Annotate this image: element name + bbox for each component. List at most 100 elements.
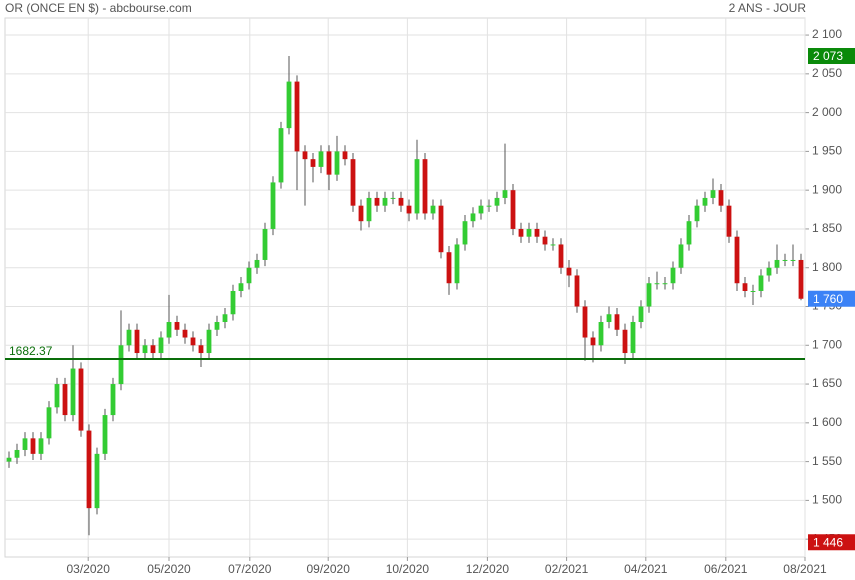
candle-body (758, 275, 764, 291)
candle-body (494, 197, 500, 206)
candle-body (462, 221, 468, 245)
candle-body (294, 81, 300, 152)
candle-body (694, 205, 700, 222)
candle-body (766, 267, 772, 276)
candle-body (246, 267, 252, 284)
x-tick-label: 02/2021 (545, 562, 589, 576)
candle-body (310, 159, 316, 167)
y-tick-label: 1 600 (812, 415, 842, 429)
candle-body (158, 337, 164, 354)
candle-body (502, 190, 508, 198)
candle-body (598, 322, 604, 346)
candle-body (390, 197, 396, 199)
x-tick-label: 08/2021 (783, 562, 827, 576)
candle-body (542, 236, 548, 245)
candle-body (366, 197, 372, 222)
candle-body (30, 438, 36, 454)
candle-body (70, 368, 76, 416)
x-tick-label: 03/2020 (67, 562, 111, 576)
candle-body (286, 81, 292, 129)
candle-body (182, 329, 188, 338)
candle-body (102, 415, 108, 454)
candle-body (566, 267, 572, 276)
candle-body (142, 345, 148, 354)
candle-body (78, 368, 84, 431)
candle-body (94, 453, 100, 509)
chart-period: 2 ANS - JOUR (729, 1, 807, 15)
x-tick-label: 10/2020 (386, 562, 430, 576)
candle-body (678, 244, 684, 268)
y-tick-label: 1 800 (812, 260, 842, 274)
x-tick-label: 06/2021 (704, 562, 748, 576)
y-tick-label: 2 000 (812, 105, 842, 119)
candle-body (742, 283, 748, 291)
candle-body (662, 283, 668, 285)
candle-body (134, 329, 140, 354)
candle-body (670, 267, 676, 284)
candle-body (534, 228, 540, 237)
y-tick-label: 1 950 (812, 144, 842, 158)
candle-body (54, 384, 60, 408)
candle-body (166, 322, 172, 338)
x-tick-label: 09/2020 (307, 562, 351, 576)
y-tick-label: 1 850 (812, 221, 842, 235)
candle-body (62, 384, 68, 416)
y-tick-label: 2 050 (812, 66, 842, 80)
y-tick-label: 1 650 (812, 376, 842, 390)
x-tick-label: 07/2020 (228, 562, 272, 576)
candle-body (622, 329, 628, 354)
candle-body (406, 205, 412, 214)
candle-body (46, 407, 52, 439)
candle-body (358, 205, 364, 222)
candle-body (118, 345, 124, 385)
candle-body (430, 205, 436, 214)
candle-body (686, 221, 692, 245)
candle-body (606, 314, 612, 323)
candle-body (278, 128, 284, 183)
candle-body (342, 151, 348, 160)
price-tag (808, 48, 855, 65)
candle-body (126, 329, 132, 346)
candle-body (398, 197, 404, 206)
y-tick-label: 1 900 (812, 182, 842, 196)
candle-body (230, 290, 236, 315)
y-tick-label: 1 700 (812, 337, 842, 351)
x-tick-label: 05/2020 (147, 562, 191, 576)
candle-body (190, 337, 196, 346)
candle-body (14, 449, 20, 458)
candle-body (6, 457, 12, 462)
candle-body (630, 322, 636, 354)
price-tag-label: 2 073 (813, 49, 843, 63)
candle-body (734, 236, 740, 284)
candle-body (614, 314, 620, 330)
candle-body (782, 259, 788, 261)
candle-body (86, 430, 92, 509)
candle-body (334, 151, 340, 175)
candle-body (222, 314, 228, 323)
candle-body (574, 275, 580, 307)
candle-body (702, 197, 708, 206)
candle-body (374, 197, 380, 206)
y-tick-label: 1 550 (812, 454, 842, 468)
plot-frame (4, 17, 806, 558)
candle-body (414, 159, 420, 214)
candle-body (646, 283, 652, 307)
x-tick-label: 04/2021 (624, 562, 668, 576)
price-tag-label: 1 760 (813, 292, 843, 306)
candle-body (350, 159, 356, 206)
candle-body (38, 438, 44, 454)
candle-body (638, 306, 644, 323)
candle-body (326, 151, 332, 175)
candle-body (726, 205, 732, 237)
price-tag-label: 1 446 (813, 535, 843, 549)
candle-body (550, 244, 556, 246)
candle-body (238, 283, 244, 291)
candle-body (422, 159, 428, 214)
candle-body (454, 244, 460, 284)
candle-body (270, 182, 276, 229)
candle-body (150, 345, 156, 354)
candle-body (590, 337, 596, 346)
candle-body (206, 329, 212, 354)
candle-body (198, 345, 204, 354)
